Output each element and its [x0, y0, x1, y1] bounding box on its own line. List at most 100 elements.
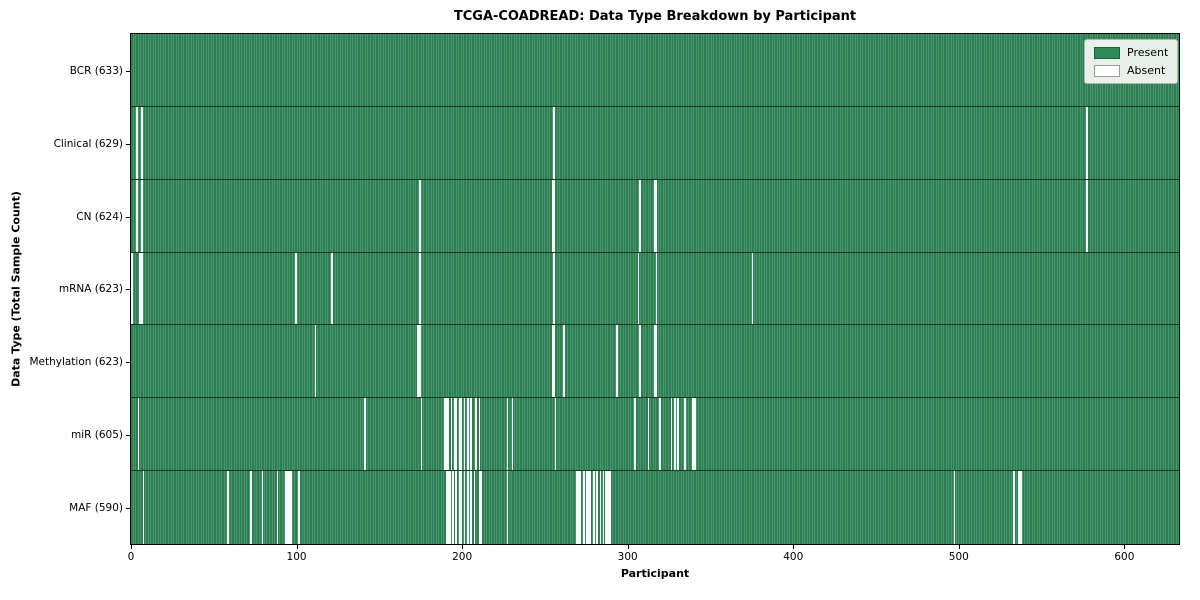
- absent-stripe: [137, 398, 140, 470]
- x-tick-label-100: 100: [286, 551, 307, 563]
- x-tick-mark: [131, 545, 132, 549]
- absent-stripe: [655, 180, 658, 252]
- y-tick-mark: [126, 144, 130, 145]
- absent-stripe: [654, 180, 656, 252]
- absent-stripe: [511, 398, 514, 470]
- absent-stripe: [1013, 471, 1016, 544]
- absent-stripe: [261, 471, 264, 544]
- legend: Present Absent: [1084, 39, 1179, 84]
- legend-item-present: Present: [1094, 46, 1168, 59]
- absent-stripe: [250, 471, 252, 544]
- absent-stripe: [460, 471, 463, 544]
- row-miR: [131, 398, 1179, 471]
- absent-stripe: [654, 325, 656, 397]
- absent-stripe: [607, 471, 610, 544]
- absent-stripe: [475, 398, 477, 470]
- absent-stripe: [639, 325, 641, 397]
- absent-stripe: [551, 180, 554, 252]
- absent-stripe: [140, 180, 143, 252]
- absent-stripe: [331, 253, 333, 324]
- absent-stripe: [135, 107, 138, 179]
- absent-stripe: [587, 471, 590, 544]
- absent-stripe: [284, 471, 287, 544]
- x-tick-mark: [628, 545, 629, 549]
- y-tick-label-BCR: BCR (633): [69, 64, 123, 77]
- absent-stripe: [458, 398, 461, 470]
- plot-area: [130, 33, 1180, 545]
- x-tick-mark: [959, 545, 960, 549]
- y-axis-label: Data Type (Total Sample Count): [9, 191, 23, 387]
- y-tick-mark: [126, 217, 130, 218]
- absent-stripe: [470, 398, 473, 470]
- absent-stripe: [553, 325, 555, 397]
- absent-stripe: [553, 107, 555, 179]
- absent-stripe: [647, 398, 650, 470]
- x-tick-label-500: 500: [948, 551, 969, 563]
- absent-stripe: [139, 253, 141, 324]
- absent-stripe: [692, 398, 694, 470]
- absent-stripe: [419, 325, 421, 397]
- absent-stripe: [364, 398, 367, 470]
- absent-stripe: [602, 471, 605, 544]
- y-tick-mark: [126, 508, 130, 509]
- absent-stripe: [419, 180, 421, 252]
- absent-stripe: [553, 180, 555, 252]
- absent-stripe: [455, 471, 458, 544]
- absent-stripe: [419, 253, 421, 324]
- absent-stripe: [480, 471, 482, 544]
- y-tick-label-mRNA: mRNA (623): [58, 283, 123, 295]
- y-tick-label-Clinical: Clinical (629): [53, 137, 123, 150]
- absent-stripe: [289, 471, 292, 544]
- absent-stripe: [554, 398, 557, 470]
- x-tick-mark: [1124, 545, 1125, 549]
- absent-stripe: [473, 471, 476, 544]
- absent-stripe: [314, 325, 317, 397]
- absent-stripe: [142, 471, 145, 544]
- absent-stripe: [659, 398, 661, 470]
- absent-stripe: [447, 471, 449, 544]
- absent-stripe: [458, 471, 461, 544]
- absent-stripe: [670, 398, 673, 470]
- absent-stripe: [596, 471, 598, 544]
- absent-stripe: [448, 471, 451, 544]
- absent-stripe: [592, 471, 595, 544]
- absent-stripe: [604, 471, 607, 544]
- absent-stripe: [463, 471, 466, 544]
- legend-present-label: Present: [1127, 46, 1169, 59]
- y-tick-label-Methylation: Methylation (623): [29, 355, 123, 368]
- legend-absent-label: Absent: [1127, 64, 1166, 77]
- row-MAF: [131, 471, 1179, 544]
- absent-stripe: [450, 398, 453, 470]
- x-tick-label-400: 400: [783, 551, 804, 563]
- absent-stripe: [1018, 471, 1021, 544]
- y-tick-label-MAF: MAF (590): [69, 501, 123, 514]
- x-tick-label-300: 300: [617, 551, 638, 563]
- absent-stripe: [677, 398, 679, 470]
- x-tick-mark: [297, 545, 298, 549]
- absent-stripe: [131, 253, 133, 324]
- x-axis-label: Participant: [620, 567, 690, 580]
- absent-stripe: [578, 471, 580, 544]
- absent-stripe: [286, 471, 289, 544]
- y-tick-label-miR: miR (605): [70, 428, 123, 441]
- absent-stripe: [586, 471, 588, 544]
- x-tick-label-600: 600: [1114, 551, 1135, 563]
- chart-title: TCGA-COADREAD: Data Type Breakdown by Pa…: [453, 9, 857, 24]
- absent-stripe: [140, 253, 143, 324]
- x-tick-label-200: 200: [452, 551, 473, 563]
- absent-stripe: [506, 398, 509, 470]
- y-tick-mark: [126, 362, 130, 363]
- y-tick-mark: [126, 71, 130, 72]
- absent-stripe: [637, 253, 640, 324]
- absent-swatch: [1094, 64, 1120, 77]
- y-tick-mark: [126, 435, 130, 436]
- absent-stripe: [599, 471, 602, 544]
- y-tick-mark: [126, 289, 130, 290]
- absent-stripe: [135, 180, 138, 252]
- absent-stripe: [420, 398, 423, 470]
- absent-stripe: [1086, 107, 1088, 179]
- absent-stripe: [576, 471, 578, 544]
- absent-stripe: [470, 471, 473, 544]
- present-swatch: [1094, 46, 1120, 59]
